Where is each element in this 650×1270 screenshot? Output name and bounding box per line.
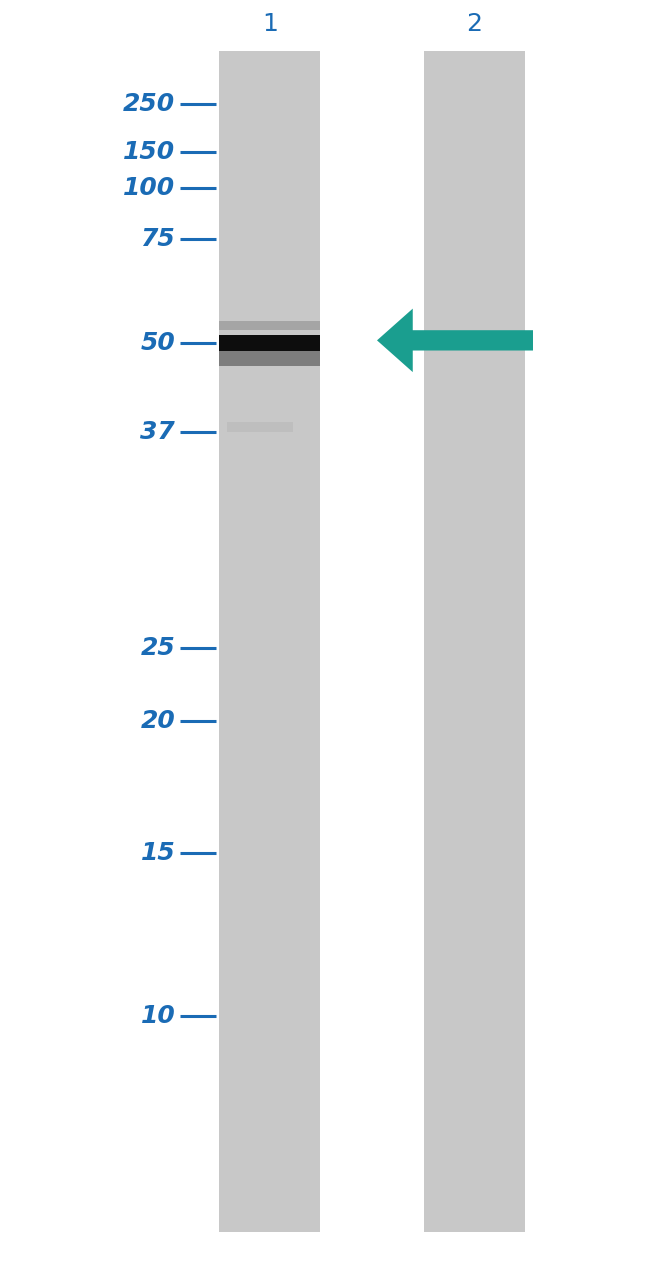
Polygon shape — [377, 309, 533, 372]
Text: 250: 250 — [123, 93, 175, 116]
Text: 15: 15 — [140, 842, 175, 865]
Text: 20: 20 — [140, 710, 175, 733]
Bar — [227, 422, 293, 432]
Text: 1: 1 — [262, 11, 278, 36]
Text: 2: 2 — [467, 11, 482, 36]
Text: 50: 50 — [140, 331, 175, 354]
Bar — [219, 351, 320, 366]
Bar — [219, 51, 320, 1232]
Text: 75: 75 — [140, 227, 175, 250]
Bar — [219, 334, 320, 351]
Text: 100: 100 — [123, 177, 175, 199]
Bar — [424, 51, 525, 1232]
Text: 10: 10 — [140, 1005, 175, 1027]
Bar — [219, 321, 320, 330]
Text: 37: 37 — [140, 420, 175, 443]
Text: 150: 150 — [123, 141, 175, 164]
Text: 25: 25 — [140, 636, 175, 659]
